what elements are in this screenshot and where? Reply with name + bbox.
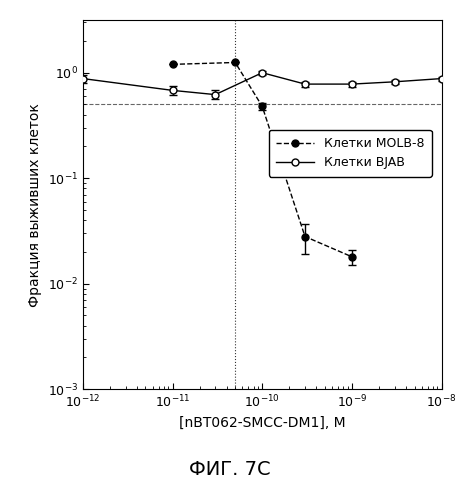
X-axis label: [nBT062-SMCC-DM1], М: [nBT062-SMCC-DM1], М xyxy=(179,416,345,430)
Legend: Клетки MOLB-8, Клетки BJAB: Клетки MOLB-8, Клетки BJAB xyxy=(268,130,431,177)
Y-axis label: Фракция выживших клеток: Фракция выживших клеток xyxy=(28,103,42,306)
Text: ФИГ. 7С: ФИГ. 7С xyxy=(189,460,270,479)
